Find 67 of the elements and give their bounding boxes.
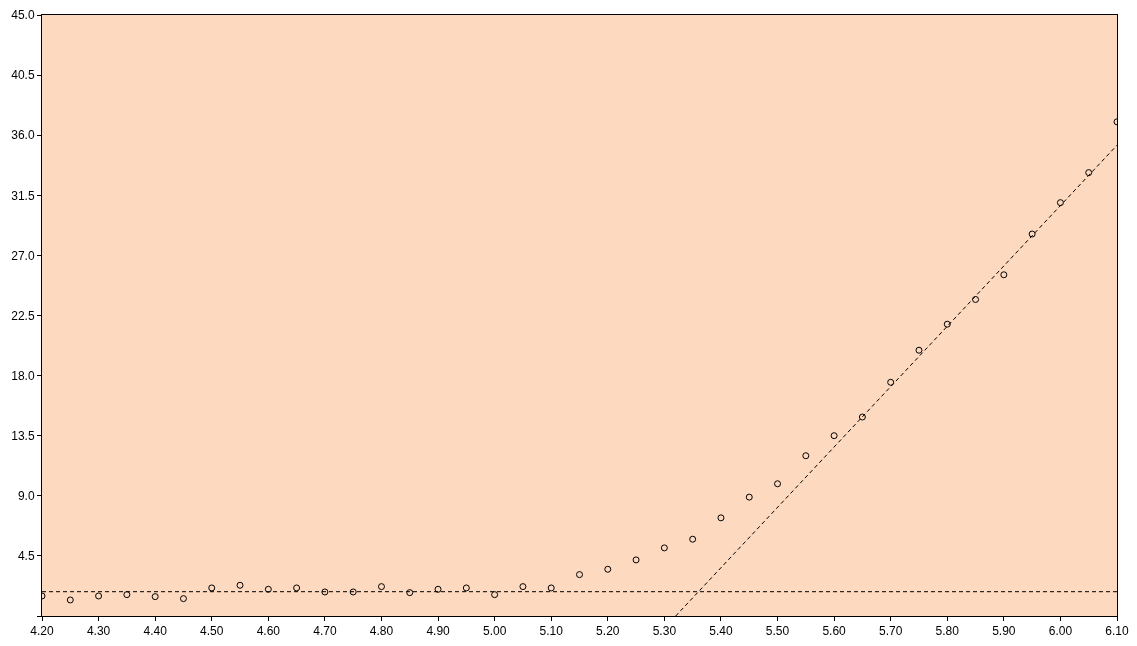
y-tick-label: 4.5 — [17, 549, 35, 564]
y-tick-label: 31.5 — [11, 188, 35, 203]
point — [576, 571, 583, 579]
point — [604, 565, 612, 573]
x-tick-label: 4.70 — [313, 624, 337, 639]
point — [179, 595, 187, 603]
point — [462, 584, 470, 592]
point — [660, 544, 668, 552]
x-tick-label: 4.20 — [30, 624, 54, 639]
y-tick-label: 40.5 — [11, 68, 35, 83]
x-tick-label: 4.90 — [426, 624, 451, 639]
y-tick-label: 9.0 — [17, 489, 35, 503]
point — [377, 583, 385, 591]
x-tick-label: 4.40 — [143, 624, 168, 639]
point — [547, 584, 555, 592]
x-tick-label: 5.90 — [992, 624, 1016, 639]
point — [802, 452, 810, 460]
point — [406, 589, 414, 597]
point — [858, 413, 866, 421]
point — [434, 585, 442, 593]
x-tick-label: 5.30 — [652, 624, 677, 639]
point — [943, 320, 951, 328]
y-tick-label: 27.0 — [11, 248, 35, 263]
x-tick-label: 4.80 — [369, 624, 394, 639]
point — [717, 514, 725, 522]
y-tick-label: 18.0 — [11, 368, 35, 383]
point — [830, 432, 838, 440]
x-tick-label: 5.80 — [935, 624, 960, 639]
point — [1028, 230, 1036, 238]
point — [972, 295, 980, 303]
point — [349, 588, 357, 596]
point — [321, 588, 329, 596]
x-tick-label: 4.30 — [86, 624, 111, 639]
point — [293, 584, 301, 592]
point — [915, 346, 923, 354]
y-tick-label: 45.0 — [11, 8, 35, 23]
x-tick-label: 5.00 — [482, 624, 507, 639]
y-tick-label: 22.5 — [11, 308, 35, 323]
point — [774, 480, 782, 488]
point — [208, 584, 216, 592]
point — [264, 585, 272, 593]
point — [123, 591, 131, 599]
point — [632, 556, 640, 564]
x-tick-label: 5.50 — [765, 624, 790, 639]
x-tick-label: 5.60 — [822, 624, 847, 639]
x-tick-label: 4.60 — [256, 624, 281, 639]
y-tick-label: 13.5 — [11, 428, 35, 443]
x-tick-label: 5.70 — [879, 624, 903, 639]
point — [1000, 271, 1008, 279]
point — [491, 591, 499, 599]
x-tick-label: 5.40 — [709, 624, 733, 639]
point — [1085, 169, 1093, 177]
point — [519, 583, 527, 591]
point — [1056, 199, 1064, 207]
x-tick-label: 6.00 — [1048, 624, 1073, 639]
x-tick-label: 6.10 — [1105, 624, 1129, 639]
point — [745, 493, 753, 501]
point — [236, 581, 244, 589]
point — [95, 592, 103, 600]
x-tick-label: 5.10 — [539, 624, 564, 639]
point — [151, 593, 159, 601]
point — [66, 596, 74, 604]
y-tick-label: 36.0 — [11, 128, 35, 143]
point — [689, 535, 697, 543]
point — [887, 378, 895, 386]
x-tick-label: 4.50 — [200, 624, 224, 639]
x-tick-label: 5.20 — [596, 624, 620, 639]
